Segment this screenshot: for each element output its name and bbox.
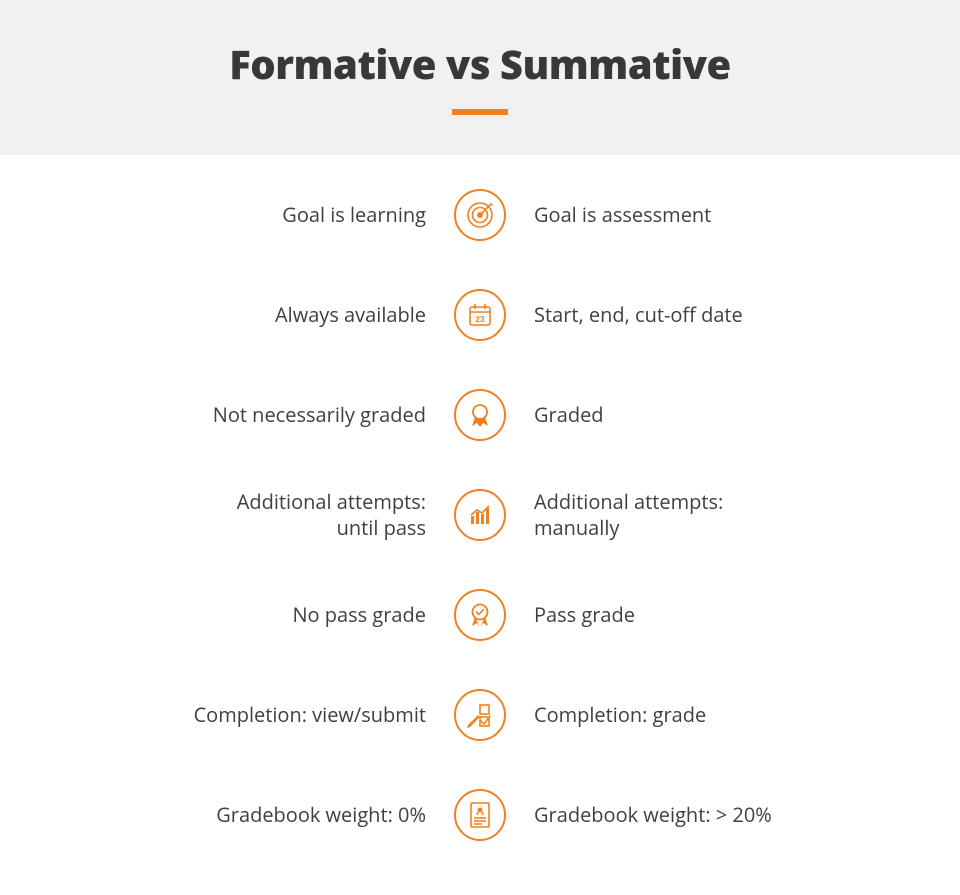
formative-text: Not necessarily graded xyxy=(60,402,426,428)
comparison-rows: Goal is learning Goal is assessment xyxy=(0,155,960,895)
comparison-row: No pass grade Pass grade xyxy=(60,565,900,665)
formative-text: Additional attempts: until pass xyxy=(60,489,426,541)
chart-icon xyxy=(454,489,506,541)
svg-text:23: 23 xyxy=(476,315,485,324)
summative-text: Start, end, cut-off date xyxy=(534,302,900,328)
comparison-row: Completion: view/submit Completion: grad… xyxy=(60,665,900,765)
comparison-row: Not necessarily graded Graded xyxy=(60,365,900,465)
formative-text: No pass grade xyxy=(60,602,426,628)
formative-text: Always available xyxy=(60,302,426,328)
summative-text: Additional attempts: manually xyxy=(534,489,900,541)
summative-text: Completion: grade xyxy=(534,702,900,728)
summative-text: Graded xyxy=(534,402,900,428)
formative-text: Goal is learning xyxy=(60,202,426,228)
summative-text: Gradebook weight: > 20% xyxy=(534,802,900,828)
formative-text: Completion: view/submit xyxy=(60,702,426,728)
summative-text: Goal is assessment xyxy=(534,202,900,228)
comparison-row: Goal is learning Goal is assessment xyxy=(60,165,900,265)
ribbon-icon xyxy=(454,389,506,441)
page-title: Formative vs Summative xyxy=(0,36,960,91)
target-icon xyxy=(454,189,506,241)
certificate-icon xyxy=(454,789,506,841)
checklist-icon xyxy=(454,689,506,741)
check-ribbon-icon xyxy=(454,589,506,641)
summative-text: Pass grade xyxy=(534,602,900,628)
comparison-row: Always available 23 Start, end, cut-off … xyxy=(60,265,900,365)
comparison-row: Gradebook weight: 0% Gradebook weight: >… xyxy=(60,765,900,865)
title-underline xyxy=(452,109,508,115)
calendar-icon: 23 xyxy=(454,289,506,341)
infographic: Formative vs Summative Goal is learning xyxy=(0,0,960,895)
formative-text: Gradebook weight: 0% xyxy=(60,802,426,828)
header: Formative vs Summative xyxy=(0,0,960,155)
comparison-row: Additional attempts: until pass Addition… xyxy=(60,465,900,565)
